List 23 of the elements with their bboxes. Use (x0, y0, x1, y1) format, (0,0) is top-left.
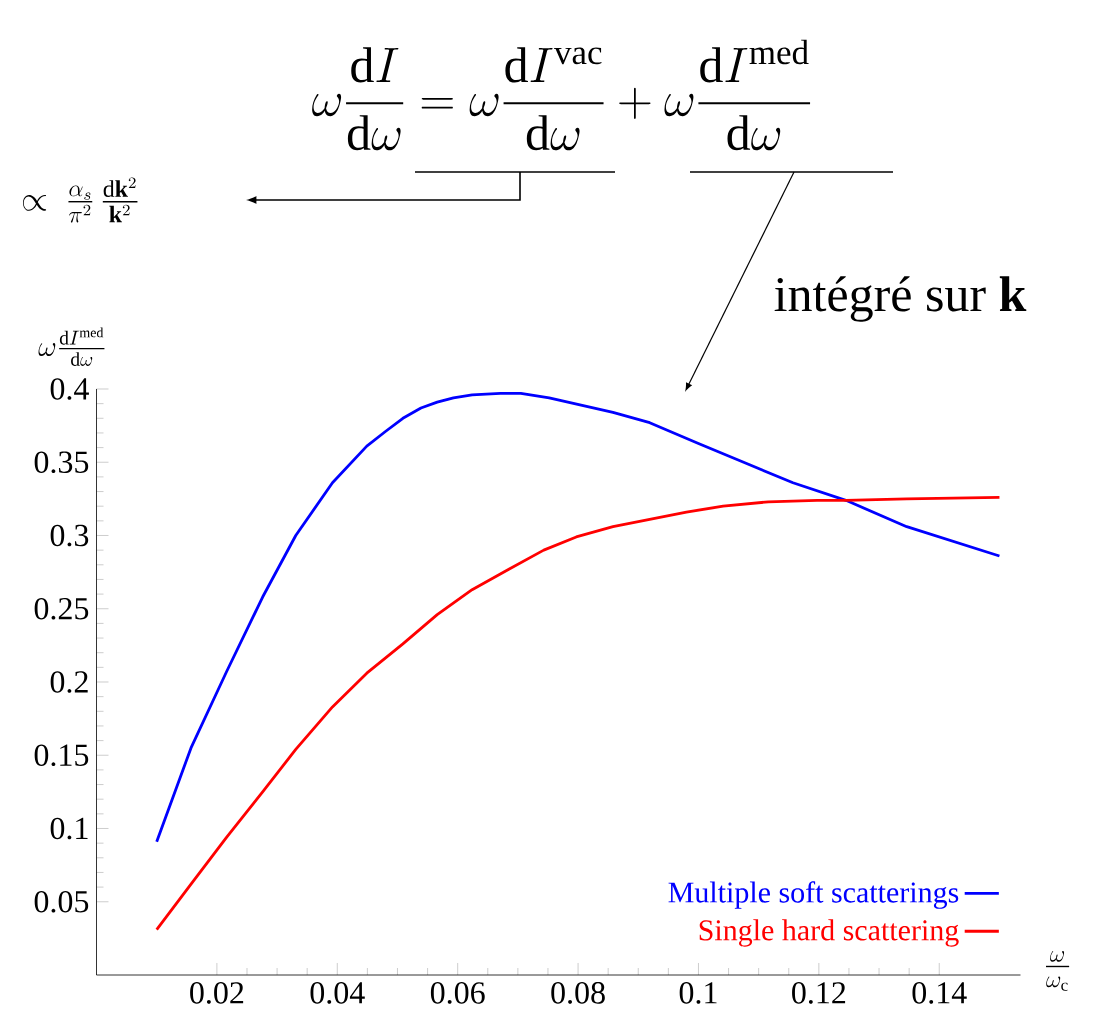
line-series (155, 392, 1001, 844)
y-tick-label: 0.3 (50, 524, 89, 547)
x-tick-label: 0.12 (792, 982, 846, 1004)
x-tick-label: 0.1 (679, 982, 717, 1004)
x-tick-label: 0.02 (190, 982, 244, 1004)
legend-label: Single hard scattering (699, 919, 959, 947)
text: intégré sur k (774, 276, 1027, 322)
y-tick-label: 0.4 (50, 378, 89, 400)
y-tick-label: 0.1 (50, 817, 88, 840)
x-tick-label: 0.06 (430, 982, 485, 1004)
y-tick-label: 0.15 (34, 744, 89, 767)
legend-label: Multiple soft scatterings (668, 881, 959, 909)
x-tick-label: 0.08 (551, 982, 605, 1004)
x-axis-title: $\frac{\omega}{\omega_{\mathrm{c}}}$ (1045, 950, 1070, 991)
text: $\propto\ \frac{\alpha_s}{\pi^2}\,\frac{\mathrm{d}\mathbf{k}^2}{\mathbf{k}^2}$ (23, 177, 138, 223)
x-tick-label: 0.14 (912, 982, 967, 1004)
y-axis-title: $\omega\frac{\mathrm{d}I^{\mathrm{med}}}{\mathrm{d}\omega}$ (38, 327, 105, 366)
y-tick-label: 0.05 (34, 890, 89, 913)
text: $\omega\frac{\mathrm{d}I}{\mathrm{d}\omega} = \omega\frac{\mathrm{d}I^{\mathrm{vac}}}{\mathrm{d}\omega} + \omega\frac{\mathrm{d}I^{\mathrm{med}}}{\mathrm{d}\omega}$ (312, 39, 811, 151)
y-tick-label: 0.25 (34, 597, 89, 620)
y-tick-label: 0.2 (50, 671, 88, 693)
y-tick-label: 0.35 (34, 451, 89, 474)
x-tick-label: 0.04 (310, 982, 365, 1004)
